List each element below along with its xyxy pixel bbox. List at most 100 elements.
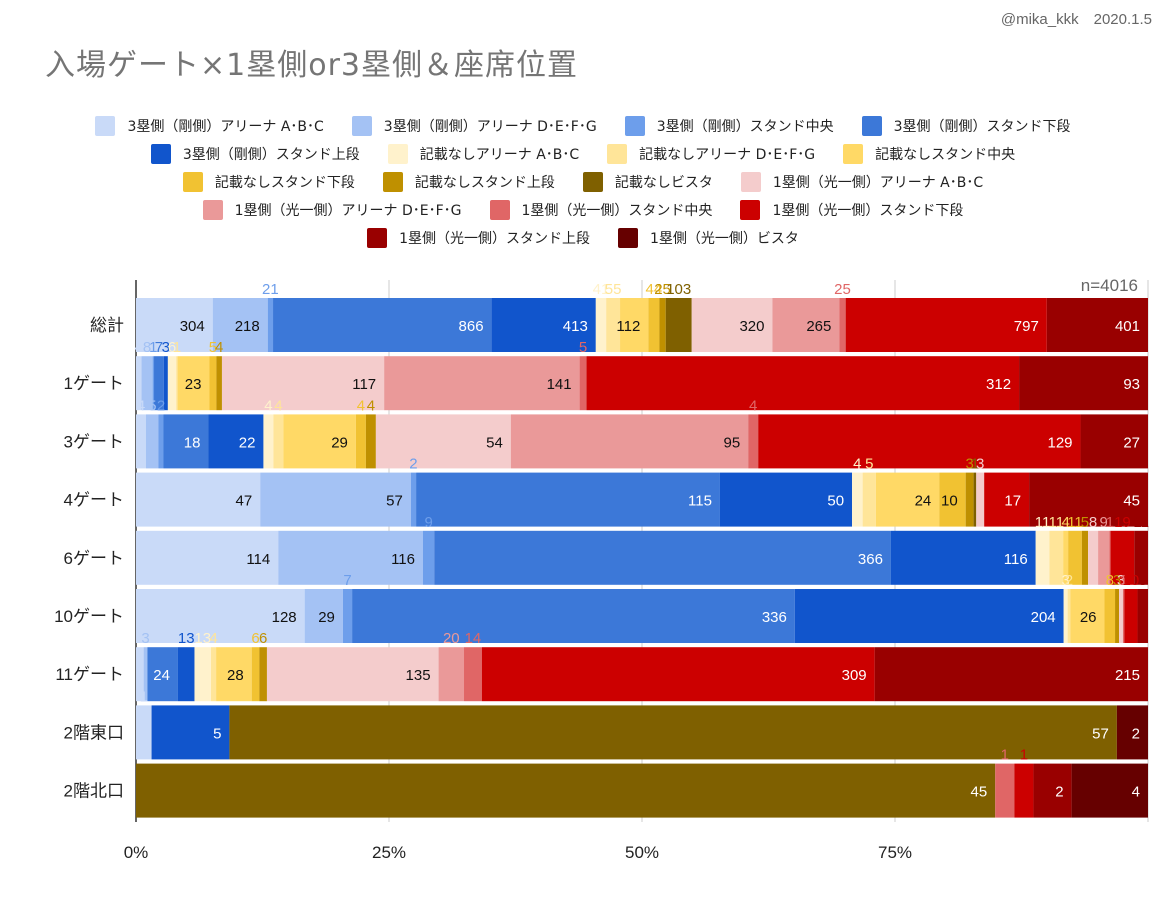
legend-swatch	[618, 228, 638, 248]
data-label: 8	[1106, 572, 1114, 589]
legend-label: 記載なしアリーナ A･B･C	[419, 147, 580, 163]
data-label: 25	[654, 281, 671, 298]
data-label: 93	[1123, 376, 1140, 393]
legend-item[interactable]: 1塁側（光一側）ビスタ	[618, 228, 799, 248]
data-label: 866	[459, 318, 484, 335]
bar-segment	[1067, 589, 1071, 643]
legend-row: 3塁側（剛側）スタンド上段 記載なしアリーナ A･B･C 記載なしアリーナ D･E･…	[0, 140, 1166, 168]
legend-swatch	[367, 228, 388, 248]
data-label: 3	[162, 339, 170, 356]
bar-segment	[136, 414, 146, 469]
bar-segment	[1104, 589, 1116, 643]
bar-segment	[136, 298, 213, 352]
legend-item[interactable]: 記載なしビスタ	[582, 172, 713, 192]
legend-row: 記載なしスタンド下段 記載なしスタンド上段 記載なしビスタ 1塁側（光一側）アリーナ …	[0, 168, 1166, 196]
bar-segment	[221, 356, 385, 411]
bar-segment	[273, 298, 492, 352]
bar-segment	[1119, 589, 1123, 643]
bar-segment	[1115, 589, 1120, 643]
bar-segment	[586, 356, 1020, 411]
data-label: 2	[1055, 784, 1063, 801]
data-label: 6	[251, 630, 259, 647]
data-label: 11	[1067, 514, 1083, 531]
bar-segment	[263, 414, 274, 469]
data-label: 1	[1106, 514, 1114, 531]
data-label: 23	[185, 376, 202, 393]
data-label: 55	[605, 281, 622, 298]
legend-swatch	[387, 144, 408, 164]
data-label: 4	[1061, 514, 1069, 531]
chart-title: 入場ゲート×1塁側or3塁側＆座席位置	[45, 48, 578, 83]
data-label: 312	[986, 376, 1011, 393]
data-label: 320	[739, 318, 764, 335]
bar-segment	[375, 414, 511, 469]
data-label: 4	[367, 397, 375, 414]
bar-segment	[136, 763, 996, 818]
bar-segment	[1063, 589, 1068, 643]
x-tick-label: 25%	[372, 843, 406, 862]
bar-segment	[1035, 530, 1050, 585]
legend-item[interactable]: 3塁側（剛側）スタンド下段	[861, 116, 1071, 136]
bar-segment	[1070, 589, 1105, 643]
legend-swatch	[607, 144, 628, 164]
data-label: 128	[272, 609, 297, 626]
data-label: 2	[1065, 572, 1073, 589]
legend-item[interactable]: 記載なしアリーナ D･E･F･G	[607, 144, 815, 164]
legend: 3塁側（剛側）アリーナ A･B･C 3塁側（剛側）アリーナ D･E･F･G 3塁側（…	[0, 112, 1166, 252]
legend-item[interactable]: 記載なしアリーナ A･B･C	[387, 144, 580, 164]
bar-segment	[1137, 589, 1148, 643]
bar-segment	[423, 530, 435, 585]
data-label: 117	[352, 376, 376, 393]
data-label: 1	[1001, 747, 1009, 764]
data-label: 304	[180, 318, 205, 335]
legend-swatch	[861, 116, 882, 136]
data-label: 4	[853, 456, 861, 473]
bar-segment	[136, 589, 305, 643]
legend-item[interactable]: 3塁側（剛側）アリーナ A･B･C	[95, 116, 324, 136]
data-label: 4	[1132, 784, 1140, 801]
category-label: 1ゲート	[64, 374, 124, 393]
legend-item[interactable]: 1塁側（光一側）スタンド下段	[740, 200, 963, 220]
bar-segment	[772, 298, 840, 352]
bar-segment	[273, 414, 284, 469]
data-label: 14	[465, 630, 482, 647]
data-label: 95	[724, 434, 741, 451]
legend-label: 3塁側（剛側）アリーナ D･E･F･G	[383, 119, 597, 135]
data-label: 112	[616, 318, 640, 335]
legend-item[interactable]: 記載なしスタンド下段	[182, 172, 355, 192]
data-label: 2	[157, 397, 165, 414]
legend-item[interactable]: 3塁側（剛側）アリーナ D･E･F･G	[351, 116, 597, 136]
data-label: 135	[406, 667, 431, 684]
data-label: 24	[153, 667, 170, 684]
data-label: 1	[149, 339, 157, 356]
bar-segment	[976, 472, 985, 527]
bar-segment	[167, 356, 177, 411]
legend-row: 1塁側（光一側）スタンド上段 1塁側（光一側）ビスタ	[0, 224, 1166, 252]
bar-segment	[595, 298, 607, 352]
bar-segment	[579, 356, 587, 411]
legend-row: 3塁側（剛側）アリーナ A･B･C 3塁側（剛側）アリーナ D･E･F･G 3塁側（…	[0, 112, 1166, 140]
legend-item[interactable]: 1塁側（光一側）スタンド上段	[367, 228, 590, 248]
bar-segment	[1098, 530, 1110, 585]
data-label: 50	[827, 493, 844, 510]
data-label: 797	[1014, 318, 1039, 335]
legend-item[interactable]: 3塁側（剛側）スタンド中央	[624, 116, 834, 136]
bar-segment	[1110, 530, 1135, 585]
bar-segment	[874, 647, 1148, 702]
legend-item[interactable]: 1塁側（光一側）スタンド中央	[489, 200, 712, 220]
legend-swatch	[150, 144, 171, 164]
legend-label: 1塁側（光一側）アリーナ D･E･F･G	[234, 203, 462, 219]
legend-label: 1塁側（光一側）ビスタ	[650, 231, 799, 247]
legend-item[interactable]: 記載なしスタンド上段	[382, 172, 555, 192]
bar-segment	[973, 472, 977, 527]
bar-segment	[839, 298, 846, 352]
legend-item[interactable]: 1塁側（光一側）アリーナ D･E･F･G	[202, 200, 462, 220]
category-label: 6ゲート	[64, 549, 124, 568]
data-label: 5	[148, 397, 156, 414]
legend-item[interactable]: 1塁側（光一側）アリーナ A･B･C	[740, 172, 983, 192]
legend-item[interactable]: 3塁側（剛側）スタンド上段	[150, 144, 360, 164]
legend-item[interactable]: 記載なしスタンド中央	[843, 144, 1015, 164]
x-tick-label: 0%	[124, 843, 149, 862]
bar-segment	[136, 647, 144, 702]
data-label: 22	[239, 434, 256, 451]
